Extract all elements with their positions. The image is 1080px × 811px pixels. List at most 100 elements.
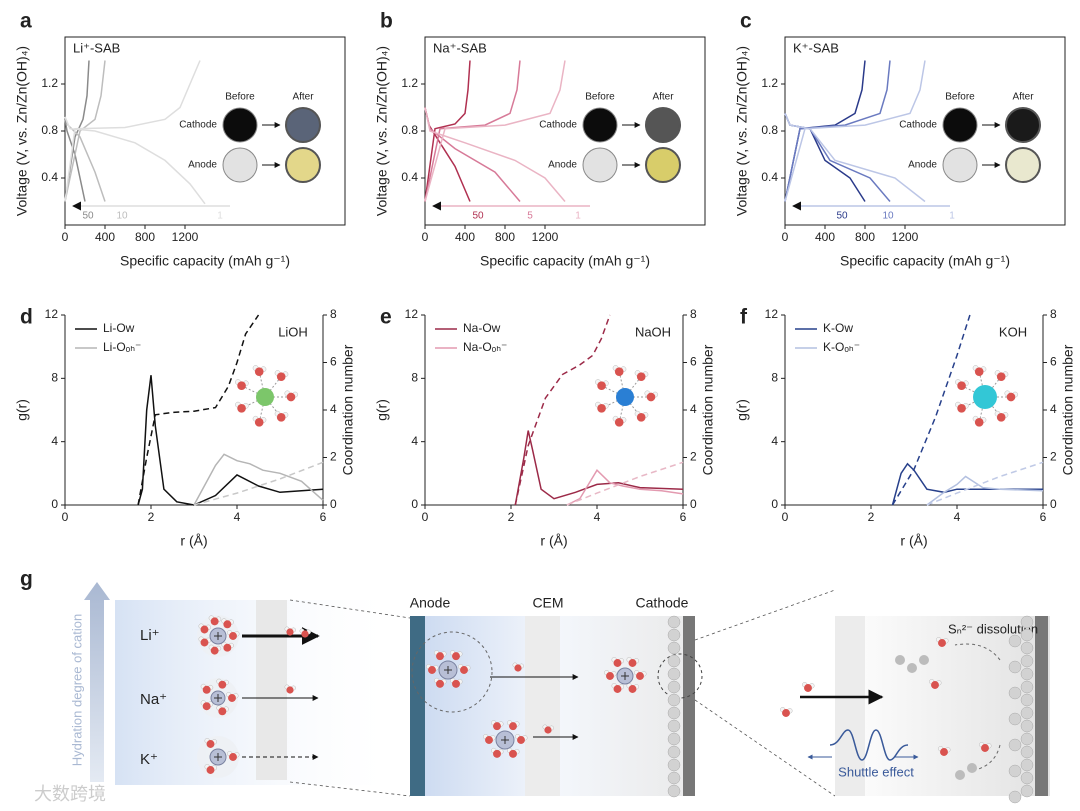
y2-tick-label: 2 [1050,450,1057,464]
x-tick-label: 0 [782,510,789,524]
x-tick-label: 2 [148,510,155,524]
o [286,628,294,636]
y-tick-label: 0.4 [41,170,58,184]
cation: Na⁺ [140,691,167,708]
y-tick-label: 0 [51,497,58,511]
o [228,694,236,702]
x-axis-label: r (Å) [900,533,927,549]
series-line [64,119,86,202]
o [218,680,227,689]
photo [645,107,681,143]
o [254,367,264,376]
o [957,403,966,413]
y-tick-label: 0.4 [761,170,778,184]
legend-label: Na-Oᴡ [463,321,501,335]
cycle-label: 1 [217,211,223,222]
y2-tick-label: 2 [330,450,337,464]
series-line [926,475,1044,506]
s [1020,758,1034,772]
photo [222,107,258,143]
series-line [424,60,566,202]
cycle-label: 50 [82,211,94,222]
y-tick-label: 1.2 [761,76,778,90]
series-line [424,60,471,202]
cycle-label: 10 [882,211,894,222]
zoom-circle [657,653,703,699]
cycle-label: 50 [472,211,484,222]
o [614,418,624,427]
x-tick-label: 800 [495,230,515,244]
photo-label: Before [225,92,255,103]
y-tick-label: 1.2 [41,76,58,90]
series-line [514,314,611,506]
y2-tick-label: 0 [690,497,697,511]
o [436,679,444,688]
panel-label: a [20,10,32,33]
photo [645,147,681,183]
series-line [64,60,201,202]
panel-label: c [740,10,752,33]
x-tick-label: 4 [594,510,601,524]
o [237,403,246,413]
o [229,753,237,761]
o [493,749,501,758]
y-tick-label: 8 [51,371,58,385]
series-line [137,314,260,506]
s [1008,712,1022,726]
frame [784,36,1066,226]
axis-text: Hydration degree of cation [69,614,84,766]
y-axis-label: Voltage (V, vs. Zn/Zn(OH)₄) [374,46,390,216]
legend-label: Li-Oₒₕ⁻ [103,340,141,354]
s [1020,771,1034,785]
x-tick-label: 800 [855,230,875,244]
y-axis-label: g(r) [734,399,750,421]
o [509,749,517,758]
frame [784,315,1044,506]
series-line [566,461,684,506]
y-tick-label: 1.2 [401,76,418,90]
o [206,740,215,748]
s [1020,693,1034,707]
s [1008,764,1022,778]
series-line [424,60,521,202]
y-tick-label: 12 [45,307,59,321]
cation: Li⁺ [140,627,160,644]
chart: b 0 400 800 1200 0.4 0.8 1.2 Specific capacity (… [374,10,706,269]
o [613,659,622,667]
y2-tick-label: 0 [1050,497,1057,511]
photo [942,107,978,143]
zoom-lines [289,589,836,797]
panel-label: d [20,306,33,329]
ion [256,388,274,406]
o [206,766,215,774]
title: K⁺-SAB [793,40,839,55]
photo-label: Anode [908,160,937,171]
o [210,617,219,626]
s [667,654,681,668]
o [286,686,294,694]
label: Sₙ²⁻ dissolution [948,621,1038,636]
s [907,663,917,673]
s [1020,706,1034,720]
y2-axis-label: Coordination number [700,344,716,475]
s [667,745,681,759]
photo-label: Cathode [179,120,217,131]
photo-label: After [652,92,674,103]
s [1008,738,1022,752]
s [1020,745,1034,759]
o [202,702,211,711]
o [636,372,646,381]
cathode [683,616,695,796]
photo [1005,107,1041,143]
s [667,628,681,642]
hydration-arrow [84,582,110,782]
photo [285,147,321,183]
photo-label: Anode [548,160,577,171]
panel-label: b [380,10,393,33]
s [1020,641,1034,655]
photo-label: Anode [188,160,217,171]
cycle-label: 50 [836,211,848,222]
x-tick-label: 400 [815,230,835,244]
photo-label: After [292,92,314,103]
